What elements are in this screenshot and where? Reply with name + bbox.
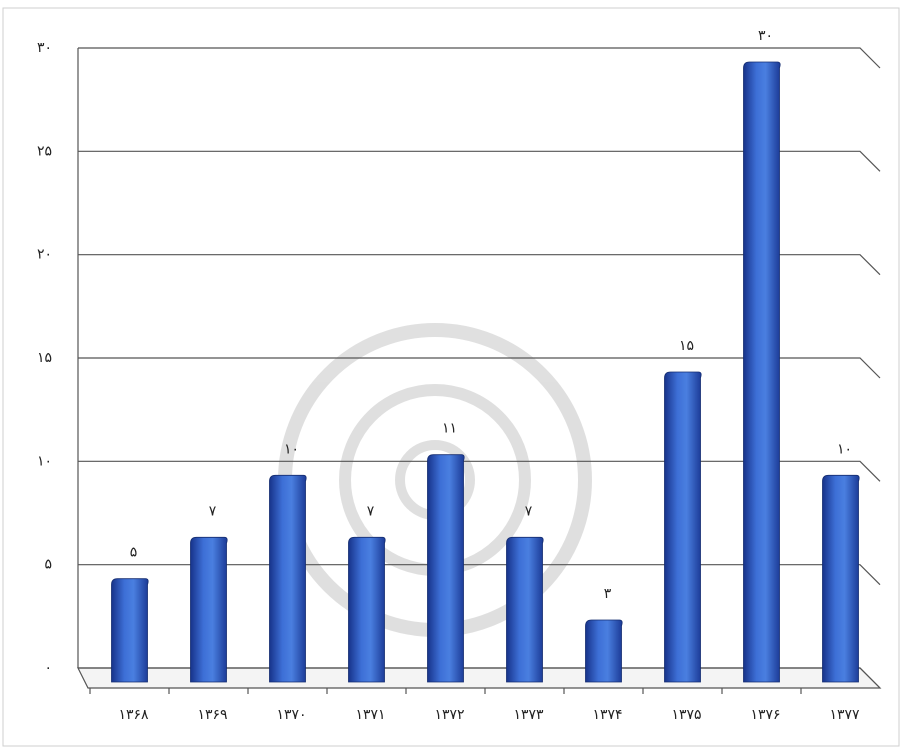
grid-line [78, 47, 881, 69]
grid-line [78, 460, 881, 482]
bar [743, 61, 781, 683]
data-label: ۳۰ [758, 28, 773, 44]
bar [348, 536, 386, 683]
data-label: ۳ [604, 586, 612, 602]
data-label: ۱۱ [442, 421, 457, 437]
y-tick-label: ۱۰ [37, 453, 52, 469]
x-tick-label: ۱۳۷۵ [671, 707, 701, 723]
x-tick-label: ۱۳۷۱ [355, 707, 385, 723]
x-tick-label: ۱۳۶۸ [118, 707, 149, 723]
data-label: ۷ [367, 503, 375, 519]
x-tick-label: ۱۳۷۴ [592, 707, 622, 723]
bar [111, 578, 149, 683]
x-tick-label: ۱۳۷۳ [513, 707, 544, 723]
data-label: ۱۰ [837, 441, 852, 457]
grid-line [78, 254, 881, 276]
data-label: ۵ [130, 545, 138, 561]
grid-line [78, 667, 881, 689]
data-label: ۷ [209, 503, 217, 519]
grid-line [78, 357, 881, 379]
bar [506, 536, 544, 683]
x-tick-label: ۱۳۷۶ [750, 707, 780, 723]
bar [664, 371, 702, 683]
x-tick-label: ۱۳۶۹ [197, 707, 227, 723]
y-tick-label: ۰ [44, 660, 52, 676]
y-tick-label: ۲۵ [37, 143, 52, 159]
y-tick-label: ۳۰ [37, 40, 52, 56]
bar [269, 474, 307, 683]
bar [585, 619, 623, 683]
x-tick-label: ۱۳۷۰ [276, 707, 306, 723]
bar [427, 454, 465, 683]
bar [190, 536, 228, 683]
x-tick-label: ۱۳۷۷ [829, 707, 860, 723]
y-tick-label: ۲۰ [37, 247, 52, 263]
data-label: ۱۵ [679, 338, 694, 354]
x-tick-label: ۱۳۷۲ [434, 707, 464, 723]
grid-line [78, 150, 881, 172]
grid-line [78, 564, 881, 586]
y-tick-label: ۵ [44, 557, 52, 573]
data-label: ۷ [525, 503, 533, 519]
y-tick-label: ۱۵ [37, 350, 52, 366]
bar [822, 474, 860, 683]
data-label: ۱۰ [284, 441, 299, 457]
